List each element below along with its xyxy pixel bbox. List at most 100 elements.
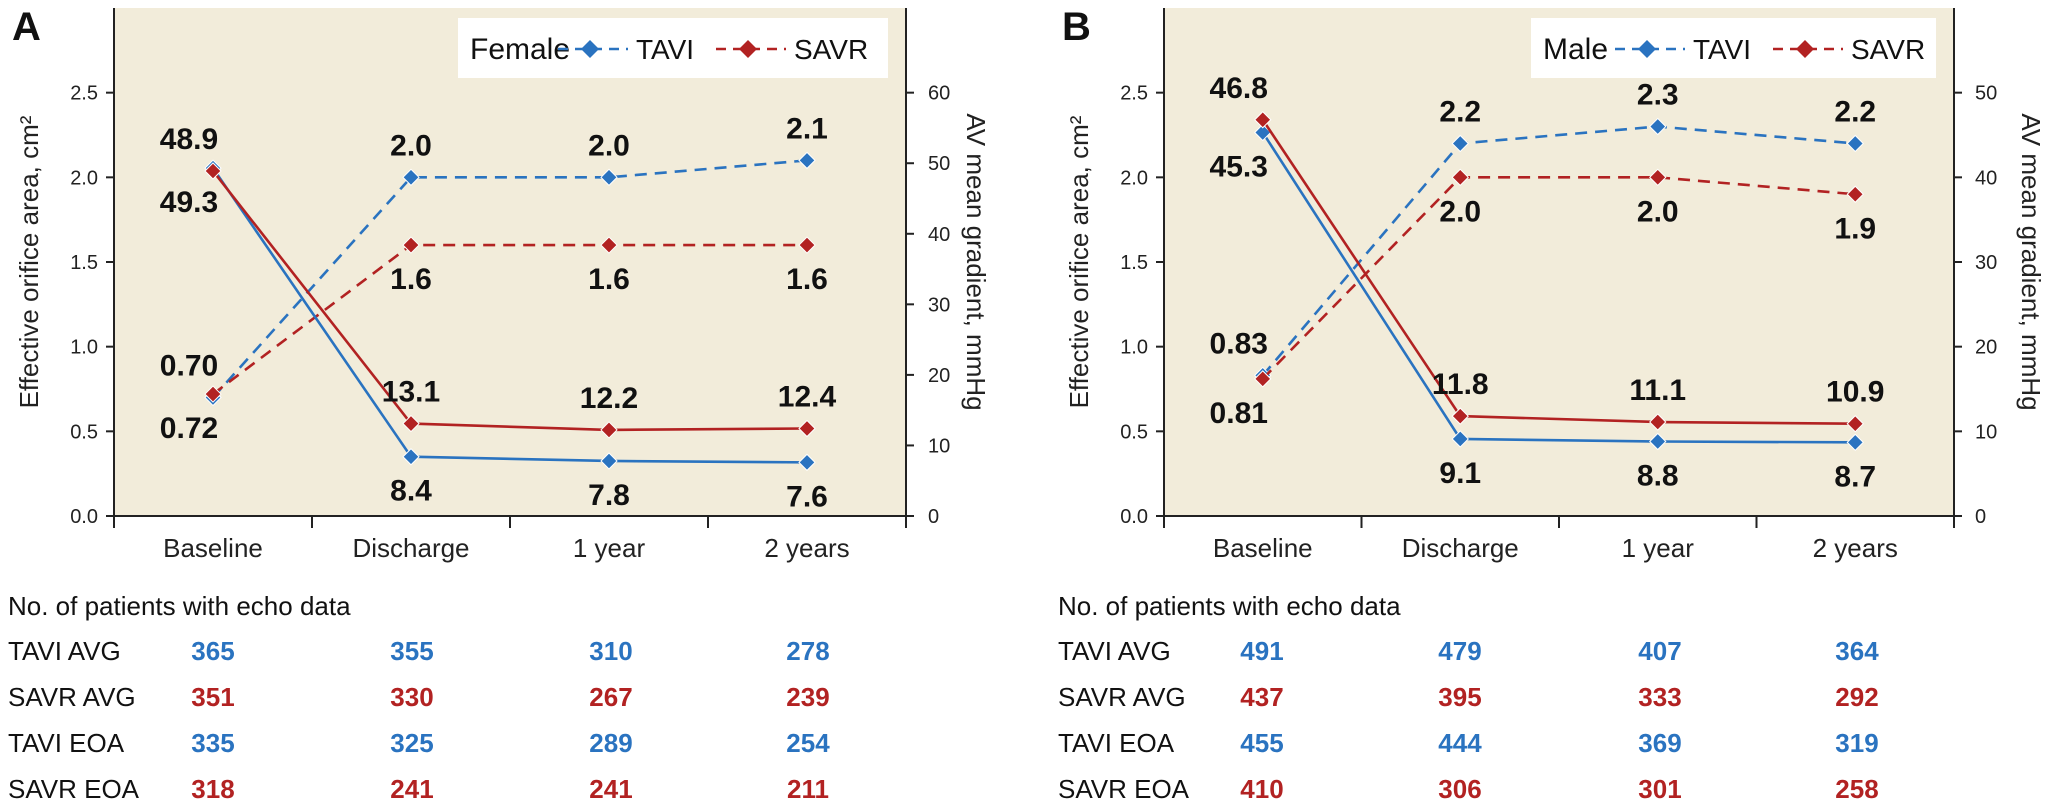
data-label-tavi-eoa: 2.0 <box>390 129 432 162</box>
y-tick-label-left: 0.5 <box>70 421 98 443</box>
data-label-tavi-gradient: 8.7 <box>1834 460 1876 493</box>
series-line-tavi-gradient <box>211 167 808 464</box>
legend-box <box>1531 18 1936 78</box>
table-title: No. of patients with echo data <box>1058 591 1401 621</box>
data-label-savr-eoa: 1.6 <box>588 263 630 296</box>
table-row-label: SAVR AVG <box>8 682 136 712</box>
data-label-savr-eoa: 1.9 <box>1834 212 1876 245</box>
table-cell: 365 <box>191 636 234 666</box>
table-cell: 364 <box>1835 636 1879 666</box>
y-tick-label-left: 2.0 <box>70 167 98 189</box>
data-label-tavi-eoa: 0.83 <box>1210 327 1268 360</box>
y-tick-label-right: 20 <box>928 365 950 387</box>
x-tick-label: 2 years <box>1813 533 1898 563</box>
data-label-savr-gradient: 10.9 <box>1826 376 1884 409</box>
legend-marker-savr <box>1796 40 1814 58</box>
table-cell: 292 <box>1835 682 1878 712</box>
series-line-tavi-eoa <box>1261 125 1856 377</box>
data-label-savr-gradient: 13.1 <box>382 376 440 409</box>
table-cell: 410 <box>1240 774 1283 804</box>
x-tick-label: 1 year <box>1622 533 1695 563</box>
legend: Male TAVI SAVR <box>1531 18 1936 78</box>
x-tick-label: 2 years <box>764 533 849 563</box>
data-point-savr-gradient <box>798 419 816 438</box>
data-label-savr-gradient: 46.8 <box>1210 72 1268 105</box>
panel-b: B 0.0 0.5 1.0 1.5 2.0 2.5 0 10 20 30 40 50 Baseline Di… <box>1058 5 2046 804</box>
series-line-savr-eoa <box>212 243 807 396</box>
data-label-tavi-eoa: 0.70 <box>160 349 218 382</box>
y-tick-label-right: 30 <box>928 294 950 316</box>
legend-marker-tavi <box>1638 40 1656 58</box>
patient-table: No. of patients with echo data TAVI AVG 49… <box>1058 591 1879 804</box>
table-cell: 479 <box>1438 636 1481 666</box>
data-label-tavi-eoa: 2.1 <box>786 112 828 145</box>
data-point-tavi-gradient <box>1451 430 1469 448</box>
y-tick-label-right: 40 <box>1975 167 1997 189</box>
y-axis-label-right: AV mean gradient, mmHg <box>2016 113 2046 410</box>
table-row-label: TAVI AVG <box>1058 636 1171 666</box>
data-point-savr-gradient <box>1451 407 1469 425</box>
data-point-savr-eoa <box>798 236 816 254</box>
y-axis-label-left: Effective orifice area, cm² <box>14 115 44 408</box>
y-tick-label-right: 40 <box>928 224 950 246</box>
data-point-savr-gradient <box>1649 413 1667 431</box>
plot-area <box>114 8 906 516</box>
y-tick-label-right: 60 <box>928 83 950 105</box>
data-label-savr-eoa: 1.6 <box>390 263 432 296</box>
table-row-label: TAVI AVG <box>8 636 121 666</box>
y-tick-label-right: 10 <box>1975 421 1997 443</box>
data-label-savr-eoa: 2.0 <box>1439 195 1481 228</box>
table-row-label: SAVR AVG <box>1058 682 1186 712</box>
y-tick-label-right: 20 <box>1975 337 1997 359</box>
data-label-tavi-eoa: 2.0 <box>588 129 630 162</box>
plot-area <box>1164 8 1954 516</box>
legend-label-tavi: TAVI <box>1693 34 1751 65</box>
table-cell: 395 <box>1438 682 1481 712</box>
table-title: No. of patients with echo data <box>8 591 351 621</box>
data-label-tavi-eoa: 2.2 <box>1834 95 1876 128</box>
panel-a: A 0.0 0.5 1.0 1.5 2.0 2.5 0 10 20 30 40 50 60 Baseline… <box>8 5 991 804</box>
data-label-savr-gradient: 48.9 <box>160 123 218 156</box>
legend-box <box>458 18 888 78</box>
y-tick-label-left: 2.5 <box>1120 83 1148 105</box>
legend-label-tavi: TAVI <box>636 34 694 65</box>
legend-title: Male <box>1543 33 1608 66</box>
legend-marker-savr <box>739 40 757 58</box>
data-label-tavi-gradient: 8.4 <box>390 475 432 508</box>
data-point-tavi-eoa <box>1451 134 1469 153</box>
table-cell: 278 <box>786 636 829 666</box>
table-cell: 491 <box>1240 636 1283 666</box>
table-cell: 310 <box>589 636 632 666</box>
table-cell: 325 <box>390 728 433 758</box>
data-point-savr-eoa <box>204 385 222 403</box>
data-point-tavi-gradient <box>1649 432 1667 451</box>
data-label-tavi-gradient: 49.3 <box>160 186 218 219</box>
data-label-tavi-gradient: 7.6 <box>786 480 828 513</box>
table-cell: 241 <box>390 774 433 804</box>
table-cell: 318 <box>191 774 234 804</box>
data-label-tavi-eoa: 2.3 <box>1637 79 1679 112</box>
data-point-tavi-eoa <box>798 151 816 170</box>
y-tick-label-right: 30 <box>1975 252 1997 274</box>
table-cell: 319 <box>1835 728 1878 758</box>
table-cell: 267 <box>589 682 632 712</box>
data-label-savr-eoa: 0.72 <box>160 412 218 445</box>
table-cell: 239 <box>786 682 829 712</box>
data-point-savr-gradient <box>600 421 618 439</box>
table-cell: 351 <box>191 682 234 712</box>
table-cell: 437 <box>1240 682 1283 712</box>
legend-marker-tavi <box>581 40 599 58</box>
data-label-savr-gradient: 12.2 <box>580 382 638 415</box>
data-point-savr-eoa <box>1254 370 1272 388</box>
table-row-label: SAVR EOA <box>1058 774 1190 804</box>
panel-letter: A <box>12 5 41 49</box>
table-cell: 369 <box>1638 728 1681 758</box>
data-point-tavi-eoa <box>1649 117 1667 136</box>
panel-letter: B <box>1062 5 1091 49</box>
legend: Female TAVI SAVR <box>458 18 888 78</box>
table-cell: 333 <box>1638 682 1681 712</box>
data-label-savr-gradient: 11.1 <box>1629 374 1686 407</box>
table-cell: 301 <box>1638 774 1681 804</box>
x-tick-label: Baseline <box>1213 533 1313 563</box>
